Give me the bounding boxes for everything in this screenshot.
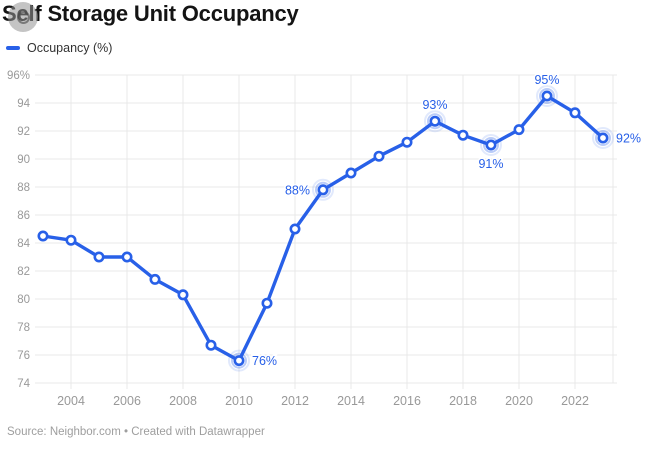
y-axis-tick-label: 80 — [17, 294, 30, 306]
data-point-2007[interactable] — [149, 273, 161, 285]
data-point-2012[interactable] — [289, 223, 301, 235]
data-point-2008[interactable] — [177, 289, 189, 301]
x-axis-tick-label: 2010 — [225, 394, 253, 408]
y-axis-tick-label: 92 — [17, 126, 30, 138]
data-value-label: 88% — [285, 183, 310, 197]
highlight-halo — [427, 113, 443, 130]
data-point-2009[interactable] — [205, 339, 217, 351]
data-point-2018[interactable] — [457, 129, 469, 141]
y-axis-tick-label: 90 — [17, 154, 30, 166]
y-axis-tick-label: 76 — [17, 350, 30, 362]
data-point-2003[interactable] — [37, 230, 49, 242]
highlight-halo — [483, 137, 499, 153]
source-attribution: Source: Neighbor.com • Created with Data… — [7, 426, 265, 438]
data-point-2019[interactable] — [485, 139, 497, 151]
highlight-halo-outer — [480, 134, 502, 156]
data-value-label: 92% — [616, 132, 641, 146]
data-point-2022[interactable] — [569, 107, 581, 119]
cursor-dot-icon — [16, 10, 30, 24]
highlight-halo-outer — [228, 349, 250, 372]
y-axis-tick-label: 96% — [7, 70, 30, 82]
highlight-halo-outer — [592, 127, 614, 149]
legend-line-swatch — [6, 46, 20, 50]
x-axis-tick-label: 2004 — [57, 394, 85, 408]
x-axis-tick-label: 2020 — [505, 394, 533, 408]
data-point-2005[interactable] — [93, 251, 105, 263]
y-axis-tick-label: 86 — [17, 210, 30, 222]
data-point-2010[interactable] — [233, 355, 245, 367]
data-point-2013[interactable] — [317, 184, 329, 196]
highlight-halo — [539, 88, 555, 104]
data-point-2004[interactable] — [65, 234, 77, 246]
cursor-halo-icon — [8, 2, 38, 32]
data-value-label: 93% — [422, 98, 447, 112]
x-axis-tick-label: 2018 — [449, 394, 477, 408]
y-axis-tick-label: 74 — [17, 378, 30, 390]
data-point-2006[interactable] — [121, 251, 133, 263]
highlight-halo — [595, 130, 611, 146]
highlight-halo — [231, 352, 247, 369]
data-point-2021[interactable] — [541, 90, 553, 102]
data-point-2017[interactable] — [429, 115, 441, 127]
chart-title: Self Storage Unit Occupancy — [2, 1, 299, 26]
x-axis-tick-label: 2016 — [393, 394, 421, 408]
data-value-label: 95% — [534, 73, 559, 87]
data-point-2014[interactable] — [345, 167, 357, 179]
x-axis-tick-label: 2014 — [337, 394, 365, 408]
x-axis-tick-label: 2012 — [281, 394, 309, 408]
data-point-2023[interactable] — [597, 132, 609, 144]
line-chart: 74 76 78 80 82 84 86 88 90 92 94 96% 2004 2006 2008 201… — [7, 70, 643, 408]
data-value-label: 76% — [252, 354, 277, 368]
data-point-2016[interactable] — [401, 136, 413, 148]
data-point-2020[interactable] — [513, 124, 525, 136]
y-axis-tick-label: 84 — [17, 238, 30, 250]
y-axis-tick-label: 88 — [17, 182, 30, 194]
x-axis-tick-label: 2006 — [113, 394, 141, 408]
legend: Occupancy (%) — [6, 41, 112, 55]
x-axis-tick-label: 2008 — [169, 394, 197, 408]
y-axis-tick-label: 94 — [17, 98, 30, 110]
highlight-halo-outer — [424, 110, 446, 133]
highlight-halo-outer — [312, 178, 334, 201]
y-axis-tick-label: 78 — [17, 322, 30, 334]
highlight-halo — [315, 181, 331, 198]
data-value-label: 91% — [478, 157, 503, 171]
y-axis-tick-label: 82 — [17, 266, 30, 278]
data-point-2011[interactable] — [261, 297, 273, 309]
highlight-halo-outer — [536, 85, 558, 107]
x-axis-tick-label: 2022 — [561, 394, 589, 408]
legend-label: Occupancy (%) — [27, 41, 113, 55]
data-point-2015[interactable] — [373, 150, 385, 162]
